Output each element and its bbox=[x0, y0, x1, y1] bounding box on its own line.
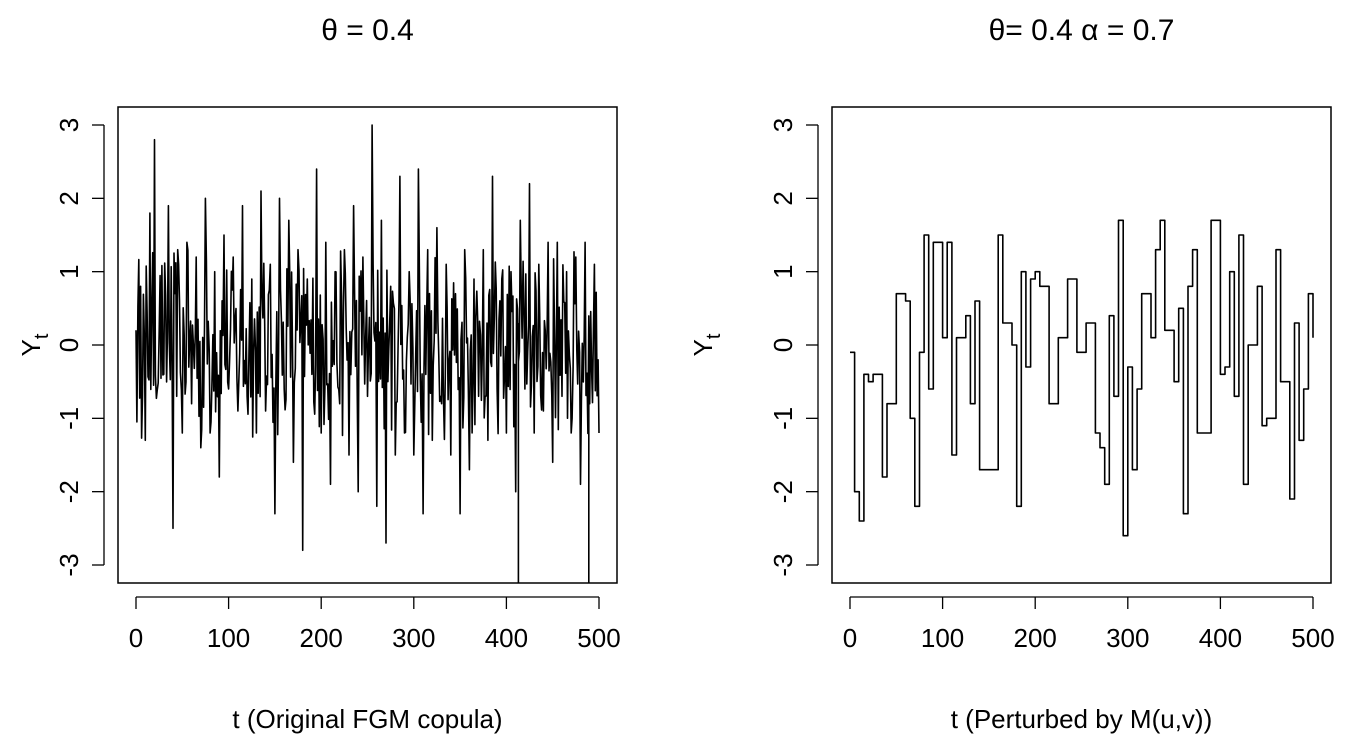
chart-title: θ = 0.4 bbox=[321, 14, 414, 47]
y-tick-label: 2 bbox=[768, 191, 798, 205]
y-tick-label: -2 bbox=[54, 480, 84, 503]
x-axis-label: t (Original FGM copula) bbox=[232, 704, 502, 734]
y-axis-label-main: Y bbox=[16, 339, 46, 356]
x-tick-label: 400 bbox=[485, 623, 528, 653]
y-axis-label-main: Y bbox=[688, 339, 718, 356]
x-tick-label: 500 bbox=[577, 623, 620, 653]
x-tick-label: 300 bbox=[1106, 623, 1149, 653]
y-axis-label: Yt bbox=[688, 333, 725, 356]
y-tick-label: -1 bbox=[54, 407, 84, 430]
left-panel: θ = 0.4t (Original FGM copula)Yt0 100 200 3… bbox=[16, 14, 621, 734]
x-tick-label: 300 bbox=[392, 623, 435, 653]
y-axis-label-subscript: t bbox=[31, 333, 53, 339]
y-tick-label: 1 bbox=[768, 264, 798, 278]
y-tick-label: 1 bbox=[54, 264, 84, 278]
y-tick-label: -1 bbox=[768, 407, 798, 430]
series-line bbox=[135, 124, 600, 583]
y-tick-label: 0 bbox=[768, 338, 798, 352]
x-tick-label: 0 bbox=[843, 623, 857, 653]
x-tick-label: 100 bbox=[921, 623, 964, 653]
y-tick-label: -3 bbox=[768, 553, 798, 576]
y-tick-label: -3 bbox=[54, 553, 84, 576]
x-tick-label: 200 bbox=[300, 623, 343, 653]
y-axis-label: Yt bbox=[16, 333, 53, 356]
y-tick-label: 3 bbox=[768, 118, 798, 132]
x-axis-label: t (Perturbed by M(u,v)) bbox=[951, 704, 1213, 734]
right-panel: θ= 0.4 α = 0.7 t (Perturbed by M(u,v)) Yt 0… bbox=[688, 14, 1335, 734]
x-tick-label: 100 bbox=[207, 623, 250, 653]
x-tick-label: 0 bbox=[129, 623, 143, 653]
y-tick-label: 2 bbox=[54, 191, 84, 205]
series-line bbox=[850, 219, 1314, 537]
y-tick-label: 3 bbox=[54, 118, 84, 132]
x-tick-label: 200 bbox=[1014, 623, 1057, 653]
chart-title: θ= 0.4 α = 0.7 bbox=[989, 14, 1175, 47]
y-tick-label: 0 bbox=[54, 338, 84, 352]
x-tick-label: 500 bbox=[1291, 623, 1334, 653]
y-axis-label-subscript: t bbox=[703, 333, 725, 339]
y-tick-label: -2 bbox=[768, 480, 798, 503]
plot-frame bbox=[117, 106, 618, 584]
plot-frame bbox=[831, 106, 1332, 584]
x-tick-label: 400 bbox=[1199, 623, 1242, 653]
